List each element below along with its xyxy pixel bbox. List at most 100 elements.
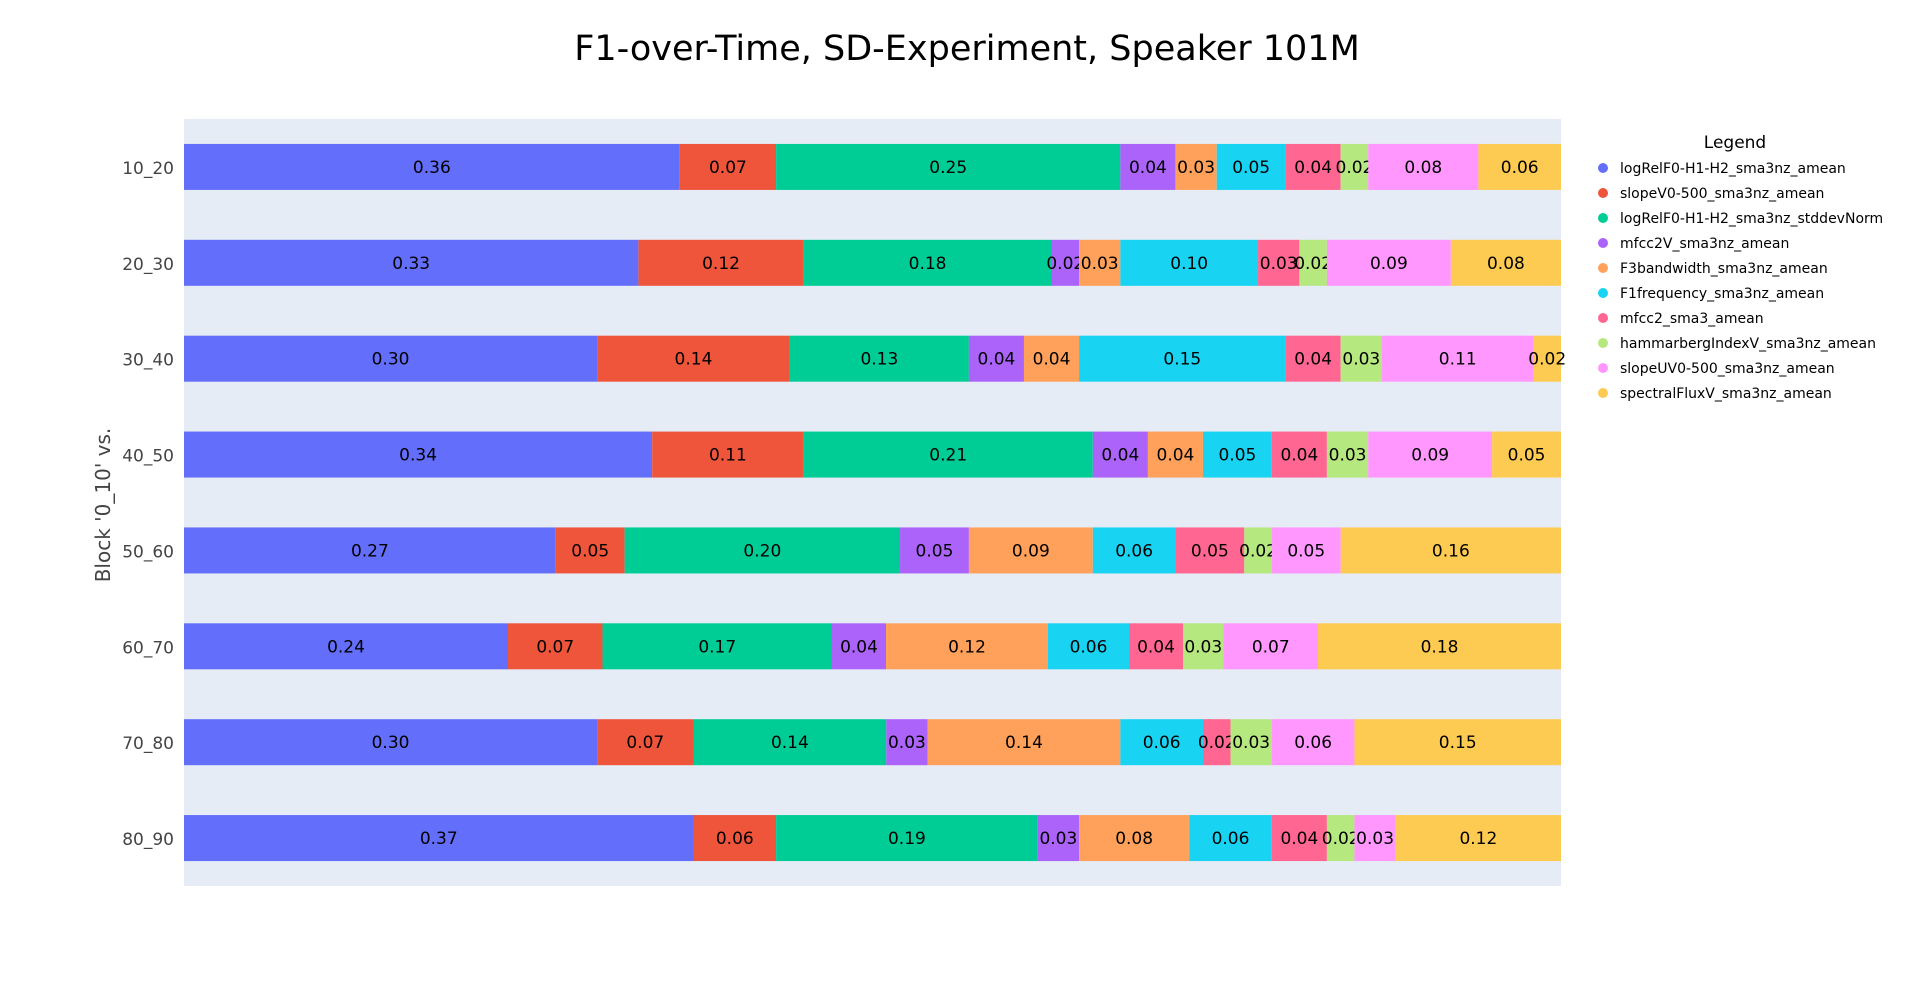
data-label: 0.06: [1294, 733, 1332, 753]
bar-segment: [968, 335, 1024, 382]
data-label: 0.10: [1170, 254, 1208, 274]
plot-area: 0.36 0.07 0.25 0.04 0.03 0.05 0.04 0.02 0.08 0.06…: [122, 119, 1566, 886]
data-label: 0.18: [909, 254, 947, 274]
data-label: 0.09: [1411, 446, 1449, 466]
legend-title: Legend: [1704, 133, 1766, 153]
data-label: 0.04: [1280, 446, 1318, 466]
plot-background: [184, 119, 1561, 886]
bar-segment: [1285, 143, 1341, 190]
bar-segment: [1354, 719, 1561, 766]
bar-segment: [1129, 623, 1183, 670]
data-label: 0.11: [709, 446, 747, 466]
bar-segment: [927, 719, 1121, 766]
data-label: 0.07: [536, 637, 574, 657]
data-label: 0.02: [1198, 733, 1236, 753]
y-tick-label: 10_20: [122, 159, 174, 179]
bar-segment: [597, 719, 694, 766]
data-label: 0.03: [1081, 254, 1119, 274]
legend-marker: [1598, 288, 1608, 298]
bar-segment: [1271, 815, 1327, 862]
bar-segment: [1326, 239, 1451, 286]
bar-segment: [1223, 623, 1318, 670]
bar-segment: [1368, 143, 1479, 190]
bar-segment: [1271, 527, 1341, 574]
bar-segment: [184, 623, 508, 670]
bar-segment: [602, 623, 832, 670]
bar-segment: [900, 527, 969, 574]
bar-segment: [184, 335, 598, 382]
bar-segment: [508, 623, 603, 670]
y-tick-label: 40_50: [122, 447, 174, 467]
bar-segment: [1120, 239, 1259, 286]
bar-segment: [789, 335, 969, 382]
bar-segment: [1492, 431, 1561, 478]
y-tick-label: 30_40: [122, 351, 174, 371]
data-label: 0.03: [888, 733, 926, 753]
data-label: 0.08: [1487, 254, 1525, 274]
data-label: 0.09: [1370, 254, 1408, 274]
data-label: 0.12: [948, 637, 986, 657]
bar-segment: [1216, 143, 1286, 190]
data-label: 0.04: [840, 637, 878, 657]
data-label: 0.04: [1280, 829, 1318, 849]
data-label: 0.04: [1157, 446, 1195, 466]
data-label: 0.03: [1039, 829, 1077, 849]
bar-segment: [624, 527, 901, 574]
data-label: 0.20: [743, 541, 781, 561]
data-label: 0.02: [1336, 158, 1374, 178]
data-label: 0.33: [392, 254, 430, 274]
data-label: 0.14: [1005, 733, 1043, 753]
bar-segment: [184, 719, 598, 766]
data-label: 0.30: [372, 350, 410, 370]
data-label: 0.03: [1356, 829, 1394, 849]
bar-segment: [1299, 239, 1327, 286]
data-label: 0.12: [702, 254, 740, 274]
data-label: 0.03: [1177, 158, 1215, 178]
y-tick-label: 20_30: [122, 255, 174, 275]
bar-segment: [1120, 719, 1203, 766]
data-label: 0.06: [1212, 829, 1250, 849]
data-label: 0.04: [1294, 350, 1332, 370]
bar-segment: [1354, 815, 1396, 862]
y-tick-label: 70_80: [122, 734, 174, 754]
y-axis-label: Block '0_10' vs.: [91, 428, 115, 583]
chart-title: F1-over-Time, SD-Experiment, Speaker 101…: [574, 29, 1360, 69]
legend-marker: [1598, 263, 1608, 273]
bar-segment: [184, 527, 556, 574]
data-label: 0.36: [413, 158, 451, 178]
data-label: 0.05: [1287, 541, 1325, 561]
bar-segment: [1120, 143, 1176, 190]
data-label: 0.07: [709, 158, 747, 178]
bar-segment: [1092, 431, 1148, 478]
bar-segment: [1244, 527, 1272, 574]
data-label: 0.21: [929, 446, 967, 466]
data-label: 0.07: [626, 733, 664, 753]
bar-segment: [1368, 431, 1493, 478]
bar-segment: [693, 719, 887, 766]
bar-segment: [1023, 335, 1080, 382]
data-label: 0.06: [716, 829, 754, 849]
data-label: 0.34: [399, 446, 437, 466]
data-label: 0.05: [1508, 446, 1546, 466]
bar-segment: [693, 815, 777, 862]
data-label: 0.03: [1342, 350, 1380, 370]
data-label: 0.16: [1432, 541, 1470, 561]
bar-segment: [886, 719, 928, 766]
bar-segment: [679, 143, 777, 190]
bar-segment: [1037, 815, 1080, 862]
bar-segment: [1230, 719, 1272, 766]
legend-item: mfcc2V_sma3nz_amean: [1620, 236, 1789, 252]
legend-item: mfcc2_sma3_amean: [1620, 311, 1764, 327]
legend-marker: [1598, 313, 1608, 323]
bar-segment: [184, 143, 680, 190]
bar-segment: [1147, 431, 1203, 478]
bar-segment: [1326, 815, 1355, 862]
y-tick-label: 60_70: [122, 638, 174, 658]
legend-marker: [1598, 163, 1608, 173]
bar-segment: [1340, 143, 1369, 190]
data-label: 0.04: [1137, 637, 1175, 657]
legend-item: logRelF0-H1-H2_sma3nz_stddevNorm: [1620, 211, 1883, 227]
bar-segment: [1271, 719, 1355, 766]
bar-segment: [1189, 815, 1272, 862]
bar-segment: [1340, 527, 1561, 574]
